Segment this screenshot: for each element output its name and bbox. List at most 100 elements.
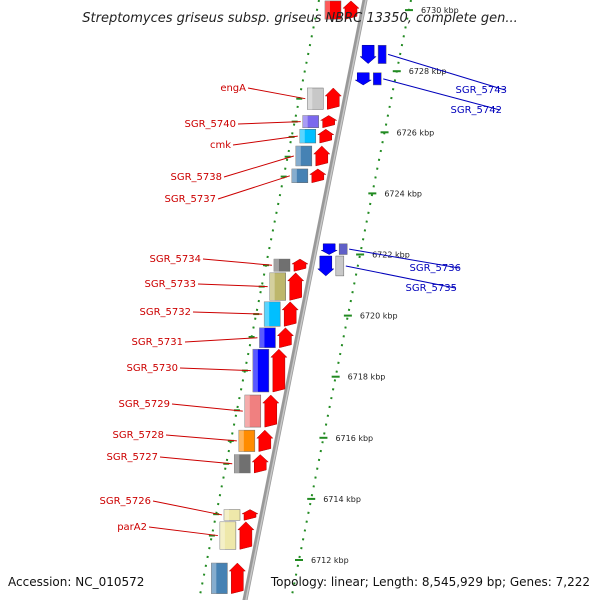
gene-label[interactable]: SGR_5733 <box>145 279 197 290</box>
gene-cmk[interactable] <box>299 128 335 144</box>
gene-label[interactable]: SGR_5735 <box>406 283 458 294</box>
gene-SGR_5734[interactable] <box>273 258 309 272</box>
gene-arrow[interactable] <box>324 87 342 110</box>
cog-box[interactable] <box>259 327 276 348</box>
cog-box[interactable] <box>244 394 262 428</box>
gene-arrow[interactable] <box>287 272 305 301</box>
gene-label[interactable]: cmk <box>210 140 231 151</box>
cog-box[interactable] <box>252 348 270 393</box>
scale-tick-label: 6714 kbp <box>323 495 361 504</box>
gene-label[interactable]: SGR_5738 <box>171 172 223 183</box>
gene-label[interactable]: SGR_5730 <box>127 363 179 374</box>
gene-label[interactable]: parA2 <box>117 522 147 533</box>
gene-arrow[interactable] <box>270 348 288 393</box>
gene-SGR_5727[interactable] <box>233 454 269 474</box>
scale-tick-label: 6712 kbp <box>311 556 349 565</box>
gene-arrow[interactable] <box>316 128 335 144</box>
cog-box[interactable] <box>295 145 313 167</box>
genome-axis <box>242 0 368 600</box>
scale-tick-label: 6720 kbp <box>360 312 398 321</box>
gene-label[interactable]: SGR_5732 <box>140 307 192 318</box>
genome-summary-text: Topology: linear; Length: 8,545,929 bp; … <box>270 575 590 589</box>
gene-label[interactable]: SGR_5734 <box>150 254 202 265</box>
gene-engA[interactable] <box>307 87 342 110</box>
gene-unlabeled[interactable] <box>324 0 360 20</box>
gene-parA2[interactable] <box>219 521 255 550</box>
gene-SGR_5735[interactable] <box>317 255 345 277</box>
gene-SGR_5731[interactable] <box>259 327 295 348</box>
gene-SGR_5738[interactable] <box>295 145 331 167</box>
gene-arrow[interactable] <box>321 243 338 255</box>
gene-arrow[interactable] <box>237 521 255 550</box>
gene-arrow[interactable] <box>291 258 309 272</box>
gene-SGR_5737[interactable] <box>291 168 327 184</box>
accession-text: Accession: NC_010572 <box>8 575 144 589</box>
gene-arrow[interactable] <box>354 72 373 86</box>
gene-SGR_5736[interactable] <box>321 243 348 255</box>
scale-tick-label: 6722 kbp <box>372 251 410 260</box>
cog-box[interactable] <box>299 128 317 144</box>
gene-SGR_5730[interactable] <box>252 348 288 393</box>
gene-arrow[interactable] <box>317 255 335 277</box>
gene-arrow[interactable] <box>309 168 327 184</box>
gene-arrow[interactable] <box>228 562 246 594</box>
gene-label[interactable]: SGR_5729 <box>119 399 171 410</box>
cog-box[interactable] <box>211 562 228 594</box>
gene-label[interactable]: SGR_5731 <box>132 337 184 348</box>
scale-tick-label: 6730 kbp <box>421 6 459 15</box>
gene-arrow[interactable] <box>319 115 338 129</box>
gene-arrow[interactable] <box>262 394 280 428</box>
cog-box[interactable] <box>269 272 286 301</box>
gene-label[interactable]: SGR_5743 <box>456 85 508 96</box>
cog-box[interactable] <box>302 115 319 128</box>
gene-SGR_5729[interactable] <box>244 394 280 428</box>
gene-arrow[interactable] <box>281 301 299 327</box>
cog-box[interactable] <box>233 454 251 474</box>
gene-label[interactable]: SGR_5726 <box>100 496 152 507</box>
gene-arrow[interactable] <box>251 454 269 474</box>
cog-box[interactable] <box>307 87 324 110</box>
gene-SGR_5732[interactable] <box>263 301 299 327</box>
gene-arrow[interactable] <box>241 509 259 521</box>
gene-arrow[interactable] <box>342 0 360 20</box>
gene-unlabeled[interactable] <box>211 562 246 594</box>
scale-tick-label: 6718 kbp <box>348 373 386 382</box>
gene-label[interactable]: SGR_5727 <box>107 452 159 463</box>
scale-ruler: 6730 kbp 6728 kbp 6726 kbp 6724 kbp 6722 kbp… <box>290 0 459 600</box>
map-title: Streptomyces griseus subsp. griseus NBRC… <box>82 11 517 26</box>
gene-label[interactable]: SGR_5728 <box>113 430 165 441</box>
cog-box[interactable] <box>335 255 345 277</box>
scale-tick-label: 6724 kbp <box>384 189 422 198</box>
cog-box[interactable] <box>372 72 382 86</box>
gene-SGR_5740[interactable] <box>302 115 338 129</box>
gene-label[interactable]: SGR_5736 <box>410 263 462 274</box>
cog-box[interactable] <box>338 243 348 255</box>
cog-box[interactable] <box>273 258 291 272</box>
scale-tick-label: 6716 kbp <box>335 434 373 443</box>
gene-arrow[interactable] <box>359 44 377 64</box>
scale-tick-label: 6728 kbp <box>409 67 447 76</box>
gene-SGR_5726[interactable] <box>223 509 259 521</box>
gene-label[interactable]: engA <box>220 83 246 94</box>
gene-label[interactable]: SGR_5742 <box>451 105 503 116</box>
gene-label[interactable]: SGR_5740 <box>185 119 237 130</box>
gene-arrow[interactable] <box>313 145 331 167</box>
gene-track[interactable] <box>211 0 387 594</box>
gene-SGR_5742[interactable] <box>354 72 382 86</box>
cog-box[interactable] <box>263 301 281 327</box>
gene-SGR_5743[interactable] <box>359 44 387 64</box>
cog-box[interactable] <box>219 521 237 550</box>
cog-box[interactable] <box>377 44 387 64</box>
gene-arrow[interactable] <box>276 327 295 348</box>
gene-arrow[interactable] <box>256 429 274 452</box>
gene-label[interactable]: SGR_5737 <box>165 194 217 205</box>
cog-box[interactable] <box>238 429 256 452</box>
cog-box[interactable] <box>291 168 309 183</box>
gene-SGR_5733[interactable] <box>269 272 305 301</box>
scale-tick-label: 6726 kbp <box>397 128 435 137</box>
gene-SGR_5728[interactable] <box>238 429 274 452</box>
cog-box[interactable] <box>223 509 241 521</box>
cog-box[interactable] <box>324 0 342 20</box>
